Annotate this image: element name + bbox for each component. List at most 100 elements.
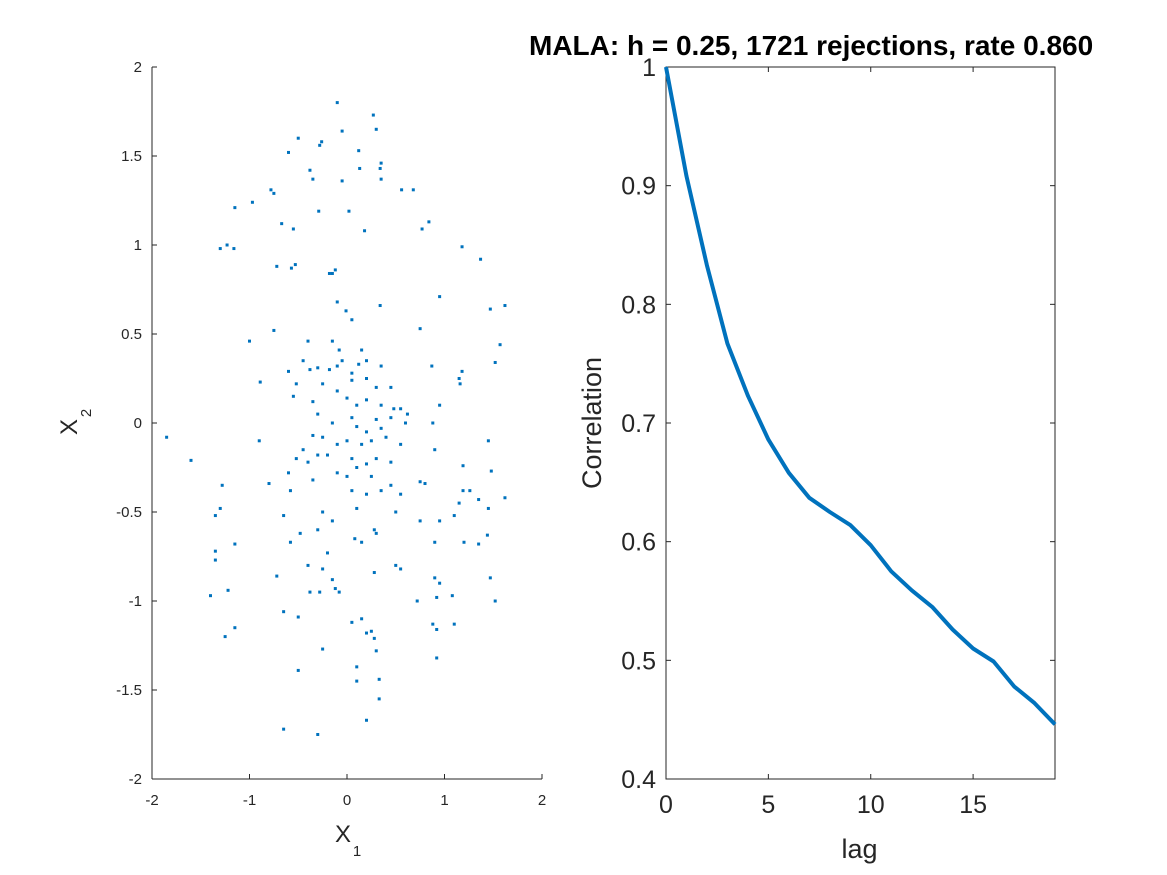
scatter-y-tick-label: -0.5 [116,504,142,521]
scatter-y-tick-label: 1 [134,237,142,254]
scatter-point [420,227,424,231]
scatter-point [374,457,378,461]
scatter-point [296,615,300,619]
scatter-point [379,489,383,493]
scatter-point [335,101,339,105]
scatter-point [275,264,279,268]
scatter-point [486,439,490,443]
scatter-x-tick-label: -1 [243,792,256,809]
scatter-point [291,394,295,398]
scatter-point [365,492,368,496]
scatter-point [165,435,169,439]
scatter-point [316,733,320,736]
scatter-point [306,563,310,567]
correlation-y-tick-label: 0.4 [621,766,656,794]
scatter-point [326,551,329,555]
scatter-x-tick-label: 2 [538,792,546,809]
scatter-point [360,442,364,446]
scatter-point [330,339,334,343]
scatter-point [218,506,222,510]
scatter-point [360,348,364,352]
correlation-y-tick-label: 0.6 [621,529,656,557]
scatter-point [365,359,368,363]
scatter-point [327,271,331,275]
scatter-point [306,339,310,343]
scatter-point [427,220,431,224]
scatter-point [486,506,490,510]
scatter-point [377,677,381,681]
correlation-y-tick-label: 0.7 [621,410,656,438]
scatter-point [233,542,237,546]
scatter-x-axis-title-subscript: 1 [353,843,361,860]
scatter-point [337,590,341,594]
scatter-point [337,348,341,352]
scatter-point [287,150,290,154]
scatter-point [379,403,383,407]
scatter-point [430,364,434,368]
scatter-point [399,442,403,446]
scatter-point [316,528,320,532]
scatter-point [291,227,295,231]
scatter-point [350,318,354,322]
scatter-point [282,727,286,731]
scatter-y-tick-label: -1.5 [116,682,142,699]
scatter-point [485,533,489,537]
scatter-point [311,433,315,437]
scatter-point [301,448,305,452]
scatter-point [294,382,298,386]
scatter-point [321,382,325,386]
scatter-y-axis-title-group: X2 [56,409,95,435]
scatter-point [311,177,315,181]
scatter-point [335,471,339,475]
scatter-point [275,574,279,578]
scatter-point [213,558,217,562]
correlation-x-tick-label: 15 [959,791,987,819]
scatter-point [287,471,290,475]
correlation-line [664,66,1057,726]
scatter-point [282,610,286,614]
scatter-point [379,177,383,181]
scatter-point [399,492,403,496]
scatter-point [435,627,439,631]
scatter-point [287,369,290,373]
scatter-point [378,304,382,308]
scatter-point [301,359,305,363]
scatter-point [189,458,193,462]
scatter-point [493,360,497,364]
scatter-point [503,304,507,308]
scatter-point [213,514,217,518]
scatter-point [330,578,334,582]
scatter-point [418,480,422,484]
correlation-axes-box [665,66,1056,780]
scatter-point [327,368,331,372]
scatter-point [335,300,339,304]
scatter-point [365,430,368,434]
scatter-point [350,457,354,461]
scatter-point [308,368,312,372]
scatter-point [433,576,437,580]
scatter-x-tick-label: 0 [343,792,351,809]
scatter-point [363,229,367,233]
scatter-point [330,519,334,523]
scatter-point [394,563,398,567]
scatter-x-tick-label: -2 [145,792,158,809]
scatter-point [365,462,368,466]
scatter-point [355,466,359,469]
scatter-point [225,243,229,247]
scatter-point [365,398,368,402]
scatter-point [311,400,315,404]
scatter-point [340,359,344,363]
scatter-point [330,271,334,275]
scatter-point [306,460,310,464]
scatter-point [308,590,312,594]
scatter-point [350,620,354,624]
scatter-point [503,496,507,500]
scatter-point [357,149,361,153]
scatter-x-tick-label: 1 [440,792,448,809]
scatter-point [321,435,325,439]
scatter-point [438,519,442,523]
scatter-point [460,245,464,249]
scatter-point [345,474,349,478]
scatter-point [288,540,292,544]
scatter-point [344,309,348,313]
